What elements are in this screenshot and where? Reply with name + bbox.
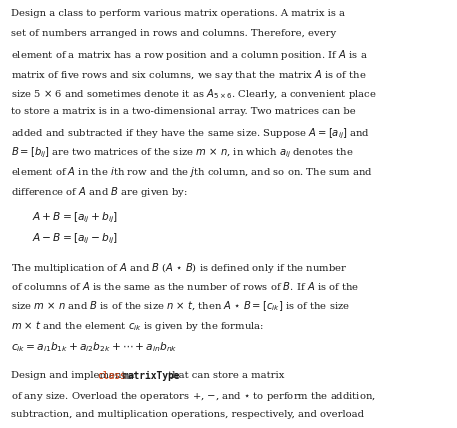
Text: The multiplication of $A$ and $B$ ($A$ $\star$ $B$) is defined only if the numbe: The multiplication of $A$ and $B$ ($A$ $… — [11, 261, 348, 275]
Text: set of numbers arranged in rows and columns. Therefore, every: set of numbers arranged in rows and colu… — [11, 29, 336, 38]
Text: to store a matrix is in a two-dimensional array. Two matrices can be: to store a matrix is in a two-dimensiona… — [11, 107, 356, 116]
Text: of columns of $A$ is the same as the number of rows of $B$. If $A$ is of the: of columns of $A$ is the same as the num… — [11, 280, 360, 292]
Text: size 5 $\times$ 6 and sometimes denote it as $A_{5\times6}$. Clearly, a convenie: size 5 $\times$ 6 and sometimes denote i… — [11, 87, 377, 101]
Text: size $m$ $\times$ $n$ and $B$ is of the size $n$ $\times$ $t$, then $A$ $\star$ : size $m$ $\times$ $n$ and $B$ is of the … — [11, 300, 351, 313]
Text: $B = [b_{ij}]$ are two matrices of the size $m$ $\times$ $n$, in which $a_{ij}$ : $B = [b_{ij}]$ are two matrices of the s… — [11, 146, 354, 160]
Text: element of a matrix has a row position and a column position. If $A$ is a: element of a matrix has a row position a… — [11, 48, 368, 62]
Text: class: class — [97, 371, 126, 380]
Text: Design and implement a: Design and implement a — [11, 371, 138, 380]
Text: subtraction, and multiplication operations, respectively, and overload: subtraction, and multiplication operatio… — [11, 410, 364, 419]
Text: matrixType: matrixType — [122, 371, 180, 380]
Text: $A - B = [a_{ij} - b_{ij}]$: $A - B = [a_{ij} - b_{ij}]$ — [32, 232, 118, 246]
Text: added and subtracted if they have the same size. Suppose $A = [a_{ij}]$ and: added and subtracted if they have the sa… — [11, 126, 370, 141]
Text: that can store a matrix: that can store a matrix — [165, 371, 285, 380]
Text: $m$ $\times$ $t$ and the element $c_{ik}$ is given by the formula:: $m$ $\times$ $t$ and the element $c_{ik}… — [11, 319, 265, 333]
Text: $A + B = [a_{ij} + b_{ij}]$: $A + B = [a_{ij} + b_{ij}]$ — [32, 211, 118, 226]
Text: Design a class to perform various matrix operations. A matrix is a: Design a class to perform various matrix… — [11, 9, 345, 18]
Text: element of $A$ in the $i$th row and the $j$th column, and so on. The sum and: element of $A$ in the $i$th row and the … — [11, 165, 373, 179]
Text: $c_{ik} = a_{i1}b_{1k} + a_{i2}b_{2k} + \cdots + a_{in}b_{nk}$: $c_{ik} = a_{i1}b_{1k} + a_{i2}b_{2k} + … — [11, 340, 178, 354]
Text: difference of $A$ and $B$ are given by:: difference of $A$ and $B$ are given by: — [11, 185, 188, 199]
Text: of any size. Overload the operators +, $-$, and $\star$ to perform the addition,: of any size. Overload the operators +, $… — [11, 390, 376, 403]
Text: matrix of five rows and six columns, we say that the matrix $A$ is of the: matrix of five rows and six columns, we … — [11, 68, 367, 82]
